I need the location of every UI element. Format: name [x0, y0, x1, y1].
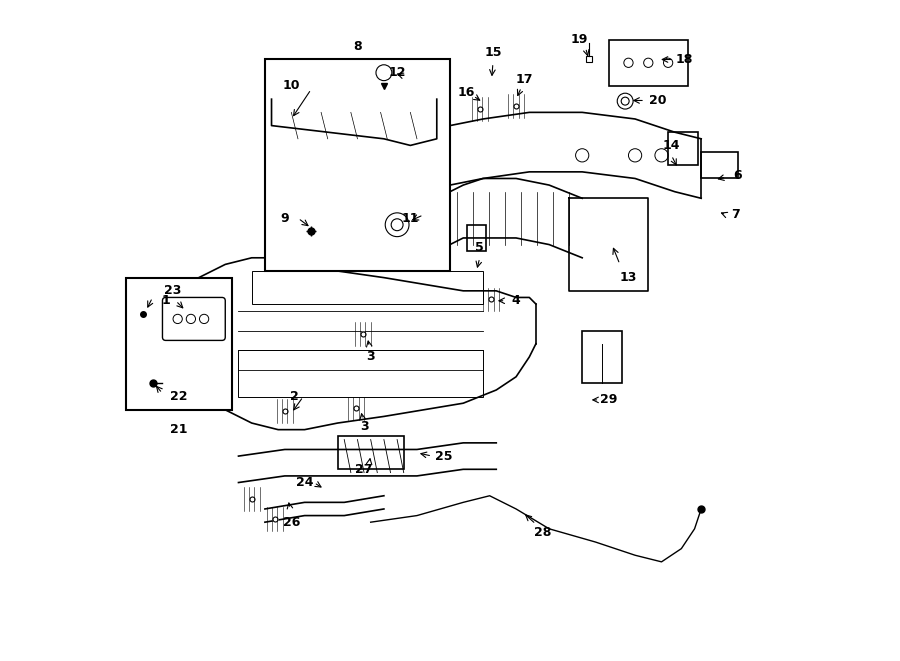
- Bar: [238, 350, 483, 397]
- Bar: [265, 59, 450, 271]
- Text: 3: 3: [366, 350, 375, 364]
- Bar: [701, 152, 737, 178]
- Text: 28: 28: [534, 525, 551, 539]
- Text: 9: 9: [281, 212, 289, 225]
- Text: 6: 6: [734, 169, 742, 182]
- Bar: [338, 436, 404, 469]
- Text: 23: 23: [164, 284, 181, 297]
- Text: 14: 14: [662, 139, 680, 152]
- Bar: [466, 225, 486, 251]
- Text: 21: 21: [170, 423, 188, 436]
- Text: 29: 29: [600, 393, 617, 407]
- Bar: [668, 132, 698, 165]
- Text: 17: 17: [516, 73, 533, 86]
- Text: 10: 10: [283, 79, 300, 93]
- Text: 18: 18: [676, 53, 693, 66]
- Bar: [582, 330, 622, 383]
- Text: 15: 15: [484, 46, 501, 59]
- Text: 20: 20: [650, 94, 667, 107]
- Bar: [608, 40, 688, 86]
- Text: 7: 7: [731, 208, 740, 221]
- Text: 27: 27: [356, 463, 373, 476]
- Text: 2: 2: [291, 390, 299, 403]
- Text: 26: 26: [283, 516, 300, 529]
- Text: 16: 16: [457, 86, 474, 99]
- Text: 5: 5: [475, 241, 484, 254]
- Text: 24: 24: [296, 476, 313, 489]
- Text: 4: 4: [512, 294, 520, 307]
- Text: 8: 8: [353, 40, 362, 53]
- Text: 12: 12: [389, 66, 406, 79]
- Bar: [252, 271, 483, 304]
- Text: 25: 25: [435, 449, 452, 463]
- Text: 13: 13: [620, 271, 637, 284]
- Text: 19: 19: [571, 33, 588, 46]
- Text: 3: 3: [360, 420, 368, 433]
- Text: 11: 11: [401, 212, 419, 225]
- Text: 22: 22: [170, 390, 188, 403]
- Text: 1: 1: [161, 294, 170, 307]
- Bar: [126, 278, 232, 410]
